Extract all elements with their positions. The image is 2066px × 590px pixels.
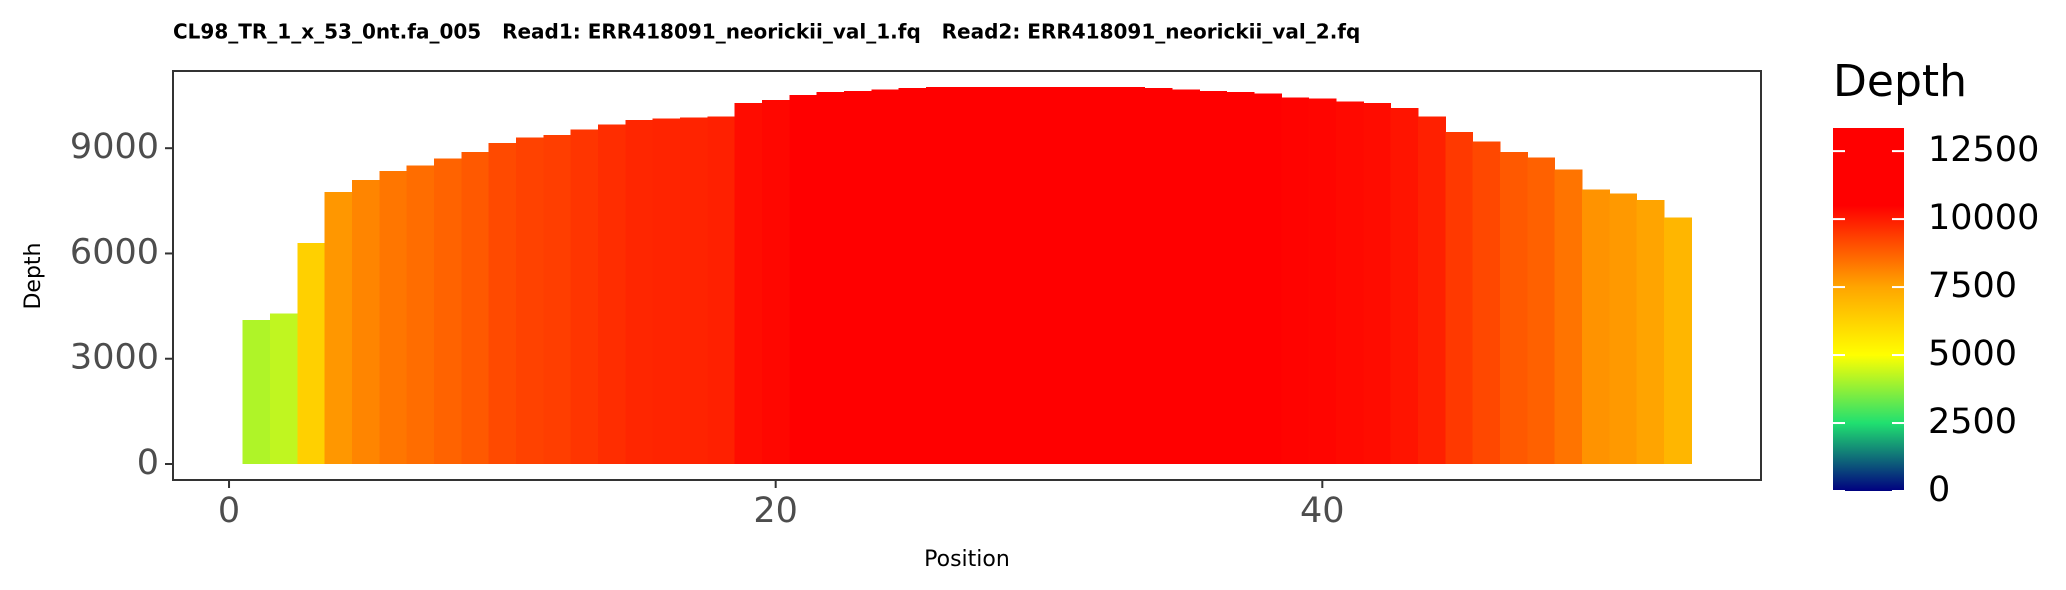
legend-label: 5000	[1928, 334, 2017, 374]
bar	[297, 242, 326, 464]
plot-border	[172, 70, 1762, 481]
bar	[270, 313, 298, 464]
bar	[1335, 101, 1364, 464]
y-axis-title: Depth	[21, 242, 46, 309]
bar	[898, 88, 927, 464]
bar	[434, 158, 462, 464]
bar	[1089, 86, 1118, 464]
bar	[1281, 97, 1310, 464]
bar	[1609, 193, 1638, 464]
y-tick-label: 0	[137, 443, 159, 483]
bar	[1390, 108, 1419, 464]
x-tick-label: 0	[218, 491, 240, 531]
bar	[1171, 89, 1200, 464]
bar	[1363, 102, 1392, 464]
bar	[1308, 98, 1337, 464]
bar	[1062, 86, 1091, 464]
legend-label: 7500	[1928, 266, 2017, 306]
bar	[1199, 91, 1228, 464]
bar	[1445, 132, 1474, 464]
bar	[516, 137, 544, 464]
bar	[1226, 92, 1255, 464]
bar	[488, 142, 517, 464]
bar	[324, 192, 353, 464]
bar	[406, 165, 435, 464]
bar	[980, 86, 1009, 464]
bar	[1581, 189, 1610, 464]
x-tick-label: 40	[1300, 491, 1345, 531]
legend-label: 2500	[1928, 402, 2017, 442]
bar	[953, 86, 982, 464]
bar	[844, 91, 872, 464]
bar	[1253, 93, 1282, 464]
chart-title: CL98_TR_1_x_53_0nt.fa_005 Read1: ERR4180…	[173, 20, 1360, 44]
y-tick-label: 9000	[70, 127, 159, 167]
bar	[1554, 169, 1583, 464]
bar	[1472, 141, 1501, 464]
bar	[762, 100, 790, 464]
bar	[352, 180, 380, 464]
bar	[570, 129, 599, 464]
bar	[680, 117, 708, 464]
x-tick-label: 20	[753, 491, 798, 531]
legend-label: 10000	[1928, 198, 2039, 238]
x-axis-title: Position	[924, 547, 1010, 572]
bar	[242, 320, 271, 464]
bar	[1636, 200, 1665, 464]
legend-label: 0	[1928, 470, 1950, 510]
bar	[734, 102, 763, 464]
bar	[1417, 116, 1446, 464]
bar	[625, 120, 654, 464]
bar	[816, 92, 845, 464]
bar	[926, 86, 954, 464]
bar	[598, 124, 626, 464]
bar	[789, 94, 818, 464]
y-tick-label: 6000	[70, 232, 159, 272]
legend-title: Depth	[1833, 56, 1967, 107]
bar	[707, 116, 736, 464]
y-tick-label: 3000	[70, 338, 159, 378]
colorbar	[1833, 128, 1904, 491]
legend-label: 12500	[1928, 130, 2039, 170]
bar	[1007, 86, 1036, 464]
bar	[1499, 152, 1528, 464]
bar	[871, 89, 900, 464]
bar	[461, 152, 490, 464]
bar	[1035, 86, 1064, 464]
bar	[1663, 217, 1692, 464]
bar	[543, 134, 572, 464]
bar	[379, 171, 408, 464]
bar	[652, 118, 681, 464]
bar	[1117, 86, 1146, 464]
bar	[1144, 88, 1173, 464]
bar	[1527, 157, 1556, 464]
